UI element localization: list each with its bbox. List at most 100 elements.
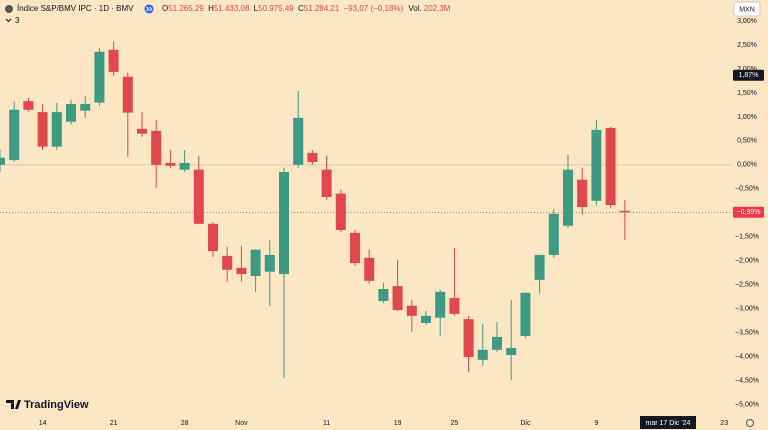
candle-body (80, 103, 91, 111)
candle-body (406, 305, 417, 316)
candle-body (577, 179, 588, 208)
candle-body (463, 319, 474, 358)
y-tick-label: 1,00% (737, 114, 757, 121)
candle-body (137, 128, 147, 134)
candle-body (307, 152, 318, 162)
candle-body (364, 257, 375, 281)
ohlc-key: L (254, 4, 259, 13)
candle-body (421, 315, 431, 323)
candle-body (222, 255, 233, 270)
ohlc-value: 51.265,29 (168, 4, 204, 13)
price-badge (733, 69, 764, 81)
candle-body (520, 292, 531, 336)
candle-body (264, 254, 275, 272)
crosshair-label: mar 17 Dic '24 (646, 420, 691, 427)
candle-body (321, 169, 332, 197)
x-tick-label: 11 (323, 420, 330, 427)
y-tick-label: 1,50% (737, 90, 757, 97)
plot-area (0, 41, 733, 381)
candle-body (506, 347, 517, 356)
candle-body (605, 127, 616, 206)
y-tick-label: −5,00% (735, 401, 759, 408)
candle-body (279, 172, 289, 275)
settings-button[interactable] (746, 419, 754, 427)
x-tick-label: 25 (451, 420, 459, 427)
ohlc-value: 51.284,21 (304, 4, 340, 13)
change: −93,07 (−0,18%) (344, 4, 404, 13)
x-tick-label: 23 (720, 420, 728, 427)
candle-body (23, 101, 34, 110)
candle-body (563, 169, 573, 226)
ohlc-value: 50.975,49 (258, 4, 294, 13)
candle-body (378, 288, 389, 301)
candle-body (0, 157, 5, 165)
price-badge-label: 1,87% (739, 72, 759, 79)
candle-body (9, 109, 20, 161)
x-tick-label: 28 (181, 420, 189, 427)
indicators-count[interactable]: 3 (15, 16, 20, 25)
y-tick-label: −0,50% (735, 186, 759, 193)
ohlc-legend: O51.265,29 H51.433,08 L50.975,49 C51.284… (162, 4, 451, 13)
x-tick-label: Nov (235, 420, 248, 427)
collapse-icon[interactable] (5, 18, 12, 23)
chart-title: Índice S&P/BMV IPC · 1D · BMV (17, 4, 134, 13)
candle-body (534, 254, 545, 280)
candle-body (350, 232, 360, 264)
volume-key: Vol. (408, 4, 421, 13)
y-tick-label: −4,00% (735, 353, 759, 360)
candle-body (208, 223, 218, 252)
candle-body (151, 130, 162, 165)
currency-label: MXN (739, 6, 755, 13)
candle-body (591, 129, 602, 201)
ohlc-key: C (298, 4, 304, 13)
candle-body (335, 193, 346, 231)
x-tick-label: 14 (39, 420, 47, 427)
candle-body (236, 267, 247, 275)
replay-icon (146, 6, 153, 12)
price-badge-label: −0,99% (737, 209, 761, 216)
candle-body (122, 76, 133, 113)
candle-body (51, 112, 62, 147)
volume-value: 202,3M (424, 4, 451, 13)
candle-body (293, 117, 304, 165)
candle-body (619, 210, 630, 213)
candle-body (392, 286, 403, 311)
y-tick-label: 0,00% (737, 162, 757, 169)
candle-body (108, 49, 119, 72)
y-tick-label: 2,00% (737, 66, 757, 73)
x-tick-label: 9 (594, 420, 598, 427)
y-tick-label: −1,50% (735, 234, 759, 241)
candle-body (193, 169, 204, 224)
y-tick-label: 3,00% (737, 18, 757, 25)
ohlc-key: O (162, 4, 168, 13)
crosshair-badge (640, 416, 696, 429)
candle-body (165, 162, 176, 166)
y-tick-label: −2,00% (735, 258, 759, 265)
brand-name: TradingView (24, 399, 89, 411)
ohlc-value: 51.433,08 (214, 4, 250, 13)
symbol-icon (5, 5, 13, 13)
x-tick-label: 19 (394, 420, 402, 427)
candle-body (94, 51, 105, 103)
candle-body (179, 162, 190, 170)
y-tick-label: −4,50% (735, 377, 759, 384)
candle-body (548, 213, 559, 255)
currency-button[interactable] (733, 1, 761, 17)
y-tick-label: −2,50% (735, 281, 759, 288)
y-tick-label: −3,00% (735, 305, 759, 312)
candle-body (66, 103, 76, 122)
candle-body (250, 249, 261, 277)
candle-body (37, 112, 48, 147)
brand-logo (6, 400, 21, 409)
candle-body (449, 298, 460, 314)
x-tick-label: 21 (110, 420, 118, 427)
candle-body (477, 349, 488, 360)
candle-body (492, 336, 502, 350)
y-tick-label: 2,50% (737, 42, 757, 49)
y-tick-label: −3,50% (735, 329, 759, 336)
x-tick-label: Dic (520, 420, 531, 427)
y-tick-label: 0,50% (737, 138, 757, 145)
ohlc-key: H (208, 4, 214, 13)
